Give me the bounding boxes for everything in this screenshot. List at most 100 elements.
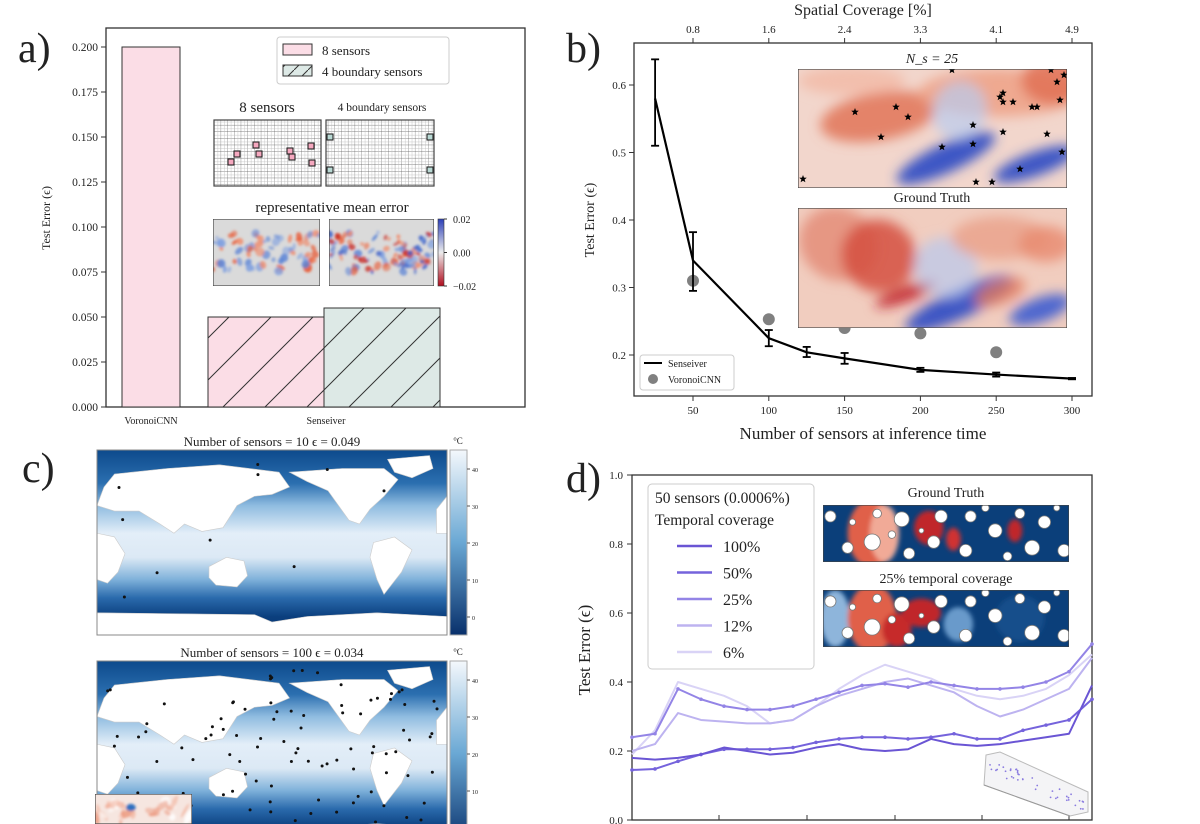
y-tick-label: 0.075 [72,267,98,279]
field-blob [410,255,418,265]
legend-label: 6% [723,645,744,662]
series-marker [676,687,680,691]
senseiver-errorbar [992,371,1001,378]
field-blob [278,257,284,265]
field-blob [418,248,423,252]
colorbar-tick-label: 0.00 [453,249,471,260]
series-marker [1021,728,1025,733]
x-tick-label: 200 [912,405,929,417]
sensor-point [221,793,225,797]
field-blob [425,231,433,236]
sensor-point [112,744,116,748]
field-blob [145,807,160,817]
series-marker [745,707,749,712]
panel-a-bar-chart: 0.000 0.025 0.050 0.075 0.100 0.125 0.150 0.175… [39,27,526,427]
inset-senseiver-field [798,69,1067,188]
field-blob [399,241,406,247]
sensor-point [384,771,388,775]
sensor-point [995,769,997,772]
x-axis-label: Number of sensors at inference time [740,424,987,443]
legend-label: 12% [723,619,752,636]
grain-circle [1024,624,1040,641]
sensor-point [145,722,149,726]
series-line-6pct [631,653,1093,756]
bar-voronoicnn-8-sensors [121,46,181,408]
sensor-star-icon [1056,96,1064,104]
sensor-point [231,789,235,793]
x-tick-label: Senseiver [307,416,347,427]
sensor-point [1031,777,1034,779]
legend-label: VoronoiCNN [668,375,721,386]
field-blob [216,238,226,248]
land-mass [369,536,413,595]
land-mass [208,556,248,588]
y-tick-label: 0.4 [612,215,626,227]
y-tick-label: 0.200 [72,42,98,54]
field-blob [419,260,425,264]
field-blob [288,246,293,252]
sensor-point [359,712,363,716]
field-blob [379,254,387,261]
land-mass [96,675,290,745]
sensor-star-icon [948,69,956,74]
sensor-point [1054,797,1057,800]
legend-frame [639,354,735,391]
sensor-point [1021,778,1024,781]
grain-circle [1053,505,1061,512]
series-marker [837,690,841,695]
sensor-point [228,753,232,757]
grain-circle [887,530,897,539]
field-blob [383,245,390,252]
sensor-point [340,704,344,708]
panel-d-legend: 50 sensors (0.0006%) Temporal coverage 100… [647,483,815,670]
sensor-point [339,683,343,687]
colorbar-tick-label: 40 [472,468,478,474]
sensor-point [316,671,320,675]
field-blob [295,237,303,242]
grain-circle [981,505,990,512]
sensor-point [351,801,355,805]
sensor-point [1081,800,1084,803]
sensor-point [155,760,159,764]
field-blob [424,252,431,258]
y-axis-label: Test Error (ϵ) [39,186,53,250]
grain-circle [841,541,854,554]
voronoicnn-point [914,327,927,340]
grain-circle [1014,593,1026,604]
y-tick-label: 0.4 [609,677,623,689]
legend-frame [276,36,450,85]
sensor-point [272,717,276,721]
field-blob [118,809,135,819]
field-blob [353,254,359,260]
map-title: Number of sensors = 100 ϵ = 0.034 [180,645,364,660]
top-x-tick-label: 1.6 [762,24,776,36]
y-tick-label: 1.0 [609,470,623,482]
grain-circle [841,626,854,639]
field-blob [236,257,243,266]
x-tick-label: 100 [761,405,778,417]
colorbar-unit: °C [453,647,463,657]
sensor-point [294,751,298,755]
field-blob [312,258,317,263]
field-blob [399,267,408,276]
field-blob [896,132,996,185]
field-blob [329,230,333,238]
sensor-point [370,751,374,755]
sensor-point [115,734,119,738]
sensor-marker [288,153,296,161]
sensor-star-icon [1016,165,1024,173]
field-blob [302,240,311,247]
legend-label: 4 boundary sensors [322,64,422,79]
sensor-point [269,810,273,814]
field-blob [104,799,121,809]
sensor-point [1082,808,1084,810]
grain-circle [927,620,941,634]
field-blob [415,244,419,249]
sensor-star-icon [999,98,1007,106]
field-blob [347,230,353,237]
sensor-point [435,707,439,711]
sensor-point [998,764,1001,766]
field-blob [422,264,428,270]
field-blob [410,263,416,268]
